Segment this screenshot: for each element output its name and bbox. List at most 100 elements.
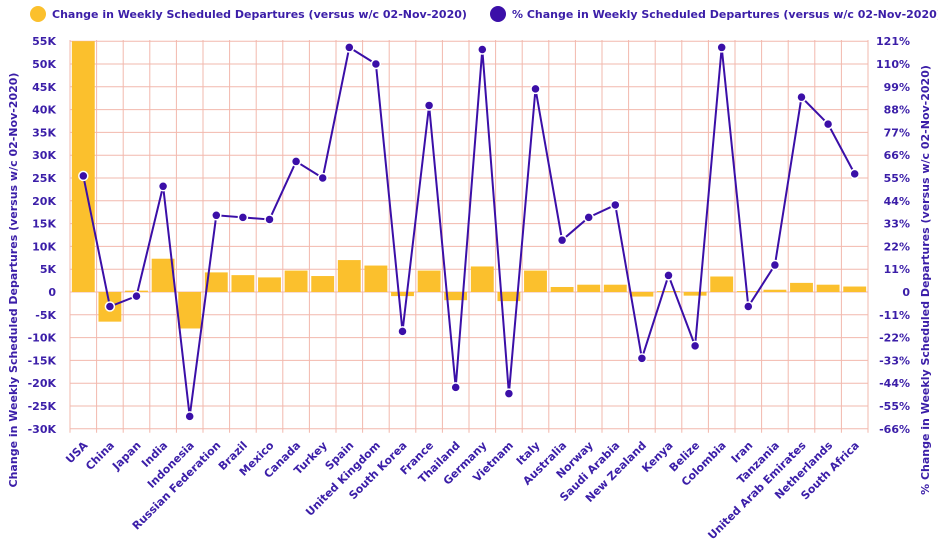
bar-colombia [710,276,734,292]
legend-line-label: % Change in Weekly Scheduled Departures … [512,8,938,21]
point-germany [477,44,488,55]
left-tick-label: 5K [40,263,57,276]
left-tick-label: 25K [32,172,56,185]
bar-iran [736,291,760,292]
bar-south-africa [843,286,867,292]
point-norway [583,212,594,223]
grid [69,40,869,433]
point-belize [689,340,701,352]
bar-australia [550,286,574,292]
point-saudi-arabia [610,199,621,211]
point-south-korea [397,326,408,337]
left-tick-label: 30K [32,149,56,162]
point-australia [556,234,568,246]
left-tick-label: 45K [32,81,56,94]
point-china [104,301,116,312]
point-usa [78,170,89,182]
bar-belize [683,292,707,296]
point-colombia [716,42,727,53]
bar-norway [577,284,601,292]
right-tick-label: 11% [884,263,910,276]
point-brazil [237,212,249,223]
bar-south-korea [391,292,414,297]
right-tick-label: -22% [879,332,910,345]
right-axis-ticks: 121% 110% 99% 88% 77% 66% 55% 44% 33% 22% 11% 0 -11%… [876,35,910,436]
left-tick-label: -10K [28,332,57,345]
left-axis-ticks: 55K 50K 45K 40K 35K 30K 25K 20K 15K 10K 5K 0 -5K -10K… [28,35,57,436]
right-tick-label: 33% [884,218,910,231]
right-tick-label: -11% [879,309,910,322]
left-tick-label: 40K [32,104,56,117]
bar-saudi-arabia [603,284,627,292]
right-tick-label: 44% [884,195,910,208]
left-tick-label: -30K [28,423,57,436]
point-netherlands [822,118,834,130]
point-turkey [317,172,328,184]
bars [71,41,867,329]
left-tick-label: 10K [32,240,56,253]
point-japan [131,290,142,302]
bar-brazil [231,275,255,292]
bar-kenya [657,291,680,292]
point-spain [344,42,355,53]
bar-india [151,258,175,292]
left-tick-label: 35K [32,126,56,139]
right-tick-label: 55% [884,172,910,185]
line-series [78,42,860,422]
point-united-kingdom [370,58,382,70]
left-tick-label: 50K [32,58,56,71]
bar-russian-federation [204,272,228,292]
point-new-zealand [636,353,648,364]
bar-tanzania [763,289,787,292]
point-kenya [663,270,674,281]
right-tick-label: -66% [879,423,910,436]
right-tick-label: -55% [879,400,910,413]
left-tick-label: -25K [28,400,57,413]
point-indonesia [184,411,195,422]
point-mexico [264,214,275,225]
legend: Change in Weekly Scheduled Departures (v… [30,6,938,22]
left-tick-label: 20K [32,195,56,208]
bar-vietnam [497,292,521,302]
bar-netherlands [816,284,840,292]
right-tick-label: -44% [879,377,910,390]
bar-usa [71,41,95,293]
point-united-arab-emirates [796,91,807,103]
bar-united-kingdom [364,265,388,292]
percent-change-line [82,45,856,417]
point-south-africa [849,168,860,180]
bar-united-arab-emirates [790,282,813,292]
category-label-japan: Japan [109,439,143,473]
right-tick-label: 99% [884,81,910,94]
point-vietnam [503,388,515,399]
legend-bar-label: Change in Weekly Scheduled Departures (v… [52,8,467,21]
point-iran [743,301,754,312]
left-tick-label: 0 [48,286,56,299]
right-tick-label: 66% [884,149,910,162]
point-tanzania [769,259,781,271]
bar-turkey [311,276,335,292]
bar-spain [337,260,361,292]
bar-canada [284,270,308,292]
left-axis-title: Change in Weekly Scheduled Departures (v… [7,73,20,488]
point-canada [290,156,302,167]
right-tick-label: 88% [884,104,910,117]
right-tick-label: 110% [876,58,910,71]
right-tick-label: 0 [902,286,910,299]
point-france [423,100,435,111]
bar-mexico [258,277,281,292]
left-tick-label: 15K [32,218,56,231]
bar-germany [470,266,494,292]
bar-france [417,270,441,292]
left-tick-label: 55K [32,35,56,48]
right-tick-label: 22% [884,240,910,253]
left-tick-label: -5K [35,309,56,322]
bar-italy [524,270,547,292]
bar-new-zealand [630,292,654,297]
point-russian-federation [211,210,222,221]
legend-bar-marker [30,6,46,22]
category-label-china: China [83,439,117,473]
bar-thailand [444,292,468,301]
